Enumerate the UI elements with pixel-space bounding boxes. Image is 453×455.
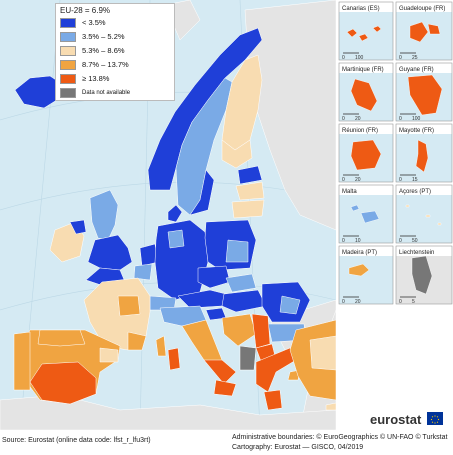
legend-label: < 3.5% [82, 18, 106, 27]
legend-swatch [60, 74, 76, 84]
inset-frame [395, 1, 453, 61]
inset-title: Liechtenstein [399, 250, 434, 256]
france [83, 277, 167, 357]
inset-region [415, 139, 429, 173]
legend-label: 5.3% – 8.6% [82, 46, 125, 55]
legend-label: ≥ 13.8% [82, 74, 110, 83]
inset-frame [395, 184, 453, 244]
legend: EU-28 = 6.9% < 3.5% 3.5% – 5.2% 5.3% – 8… [55, 3, 175, 101]
eu-flag-icon [427, 412, 443, 425]
scandinavia [147, 27, 263, 223]
region-cyprus [325, 402, 337, 411]
scale-label-end: 15 [412, 177, 418, 183]
inset-title: Guyane (FR) [399, 67, 434, 73]
boundaries-note: Administrative boundaries: © EuroGeograp… [232, 434, 448, 441]
baltics [231, 165, 265, 219]
legend-label: Data not available [82, 90, 131, 96]
scale-label-end: 100 [355, 55, 364, 61]
eurostat-logo: eurostat [370, 412, 422, 427]
scale-label-start: 0 [342, 177, 345, 183]
inset-frame [338, 1, 394, 61]
inset-region [346, 25, 382, 42]
legend-label: 3.5% – 5.2% [82, 32, 125, 41]
inset-title: Mayotte (FR) [399, 128, 434, 134]
inset-region [350, 204, 380, 224]
legend-item: 8.7% – 13.7% [60, 60, 172, 70]
inset-title: Guadeloupe (FR) [399, 6, 445, 12]
legend-item: 5.3% – 8.6% [60, 46, 172, 56]
scale-label-end: 20 [355, 116, 361, 122]
inset-title: Malta [342, 189, 357, 195]
central-europe [133, 219, 311, 343]
legend-item: ≥ 13.8% [60, 74, 172, 84]
inset-title: Martinique (FR) [342, 67, 384, 73]
scale-label-end: 100 [412, 116, 421, 122]
inset-region [407, 74, 443, 116]
inset-sea [339, 256, 393, 304]
inset-region [411, 255, 433, 295]
inset-frame [395, 123, 453, 183]
scale-label-start: 0 [342, 299, 345, 305]
iberia [13, 329, 121, 405]
scale-label-end: 50 [412, 238, 418, 244]
scale-label-start: 0 [342, 238, 345, 244]
inset-title: Canarias (ES) [342, 6, 380, 12]
inset-region [409, 21, 441, 43]
legend-swatch [60, 60, 76, 70]
inset-frame [338, 184, 394, 244]
inset-sea [396, 195, 452, 243]
inset-region [350, 78, 378, 112]
inset-region [405, 204, 442, 226]
cartography-note: Cartography: Eurostat — GISCO, 04/2019 [232, 444, 364, 451]
inset-frame [395, 245, 453, 305]
legend-item: Data not available [60, 88, 172, 98]
scale-label-end: 20 [355, 177, 361, 183]
scale-label-start: 0 [399, 177, 402, 183]
legend-swatch [60, 18, 76, 28]
legend-swatch [60, 88, 76, 98]
scale-label-start: 0 [399, 116, 402, 122]
inset-frame [338, 123, 394, 183]
inset-frame [338, 245, 394, 305]
legend-title: EU-28 = 6.9% [60, 6, 111, 15]
legend-swatch [60, 32, 76, 42]
british-isles [49, 189, 133, 287]
scale-label-end: 20 [355, 299, 361, 305]
scale-label-start: 0 [342, 116, 345, 122]
legend-item: < 3.5% [60, 18, 172, 28]
scale-label-end: 5 [412, 299, 415, 305]
scale-label-start: 0 [399, 299, 402, 305]
greece [255, 347, 301, 411]
legend-swatch [60, 46, 76, 56]
legend-item: 3.5% – 5.2% [60, 32, 172, 42]
inset-title: Réunion (FR) [342, 128, 378, 134]
inset-frame [395, 62, 453, 122]
scale-label-end: 25 [412, 55, 418, 61]
scale-label-start: 0 [399, 55, 402, 61]
turkey [289, 319, 337, 401]
source-note: Source: Eurostat (online data code: lfst… [2, 437, 151, 444]
legend-label: 8.7% – 13.7% [82, 60, 129, 69]
inset-title: Açores (PT) [399, 189, 431, 195]
inset-title: Madeira (PT) [342, 250, 377, 256]
scale-label-start: 0 [342, 55, 345, 61]
italy [159, 305, 237, 397]
inset-region [348, 263, 370, 277]
scale-label-end: 10 [355, 238, 361, 244]
inset-region [350, 139, 382, 171]
inset-frame [338, 62, 394, 122]
scale-label-start: 0 [399, 238, 402, 244]
